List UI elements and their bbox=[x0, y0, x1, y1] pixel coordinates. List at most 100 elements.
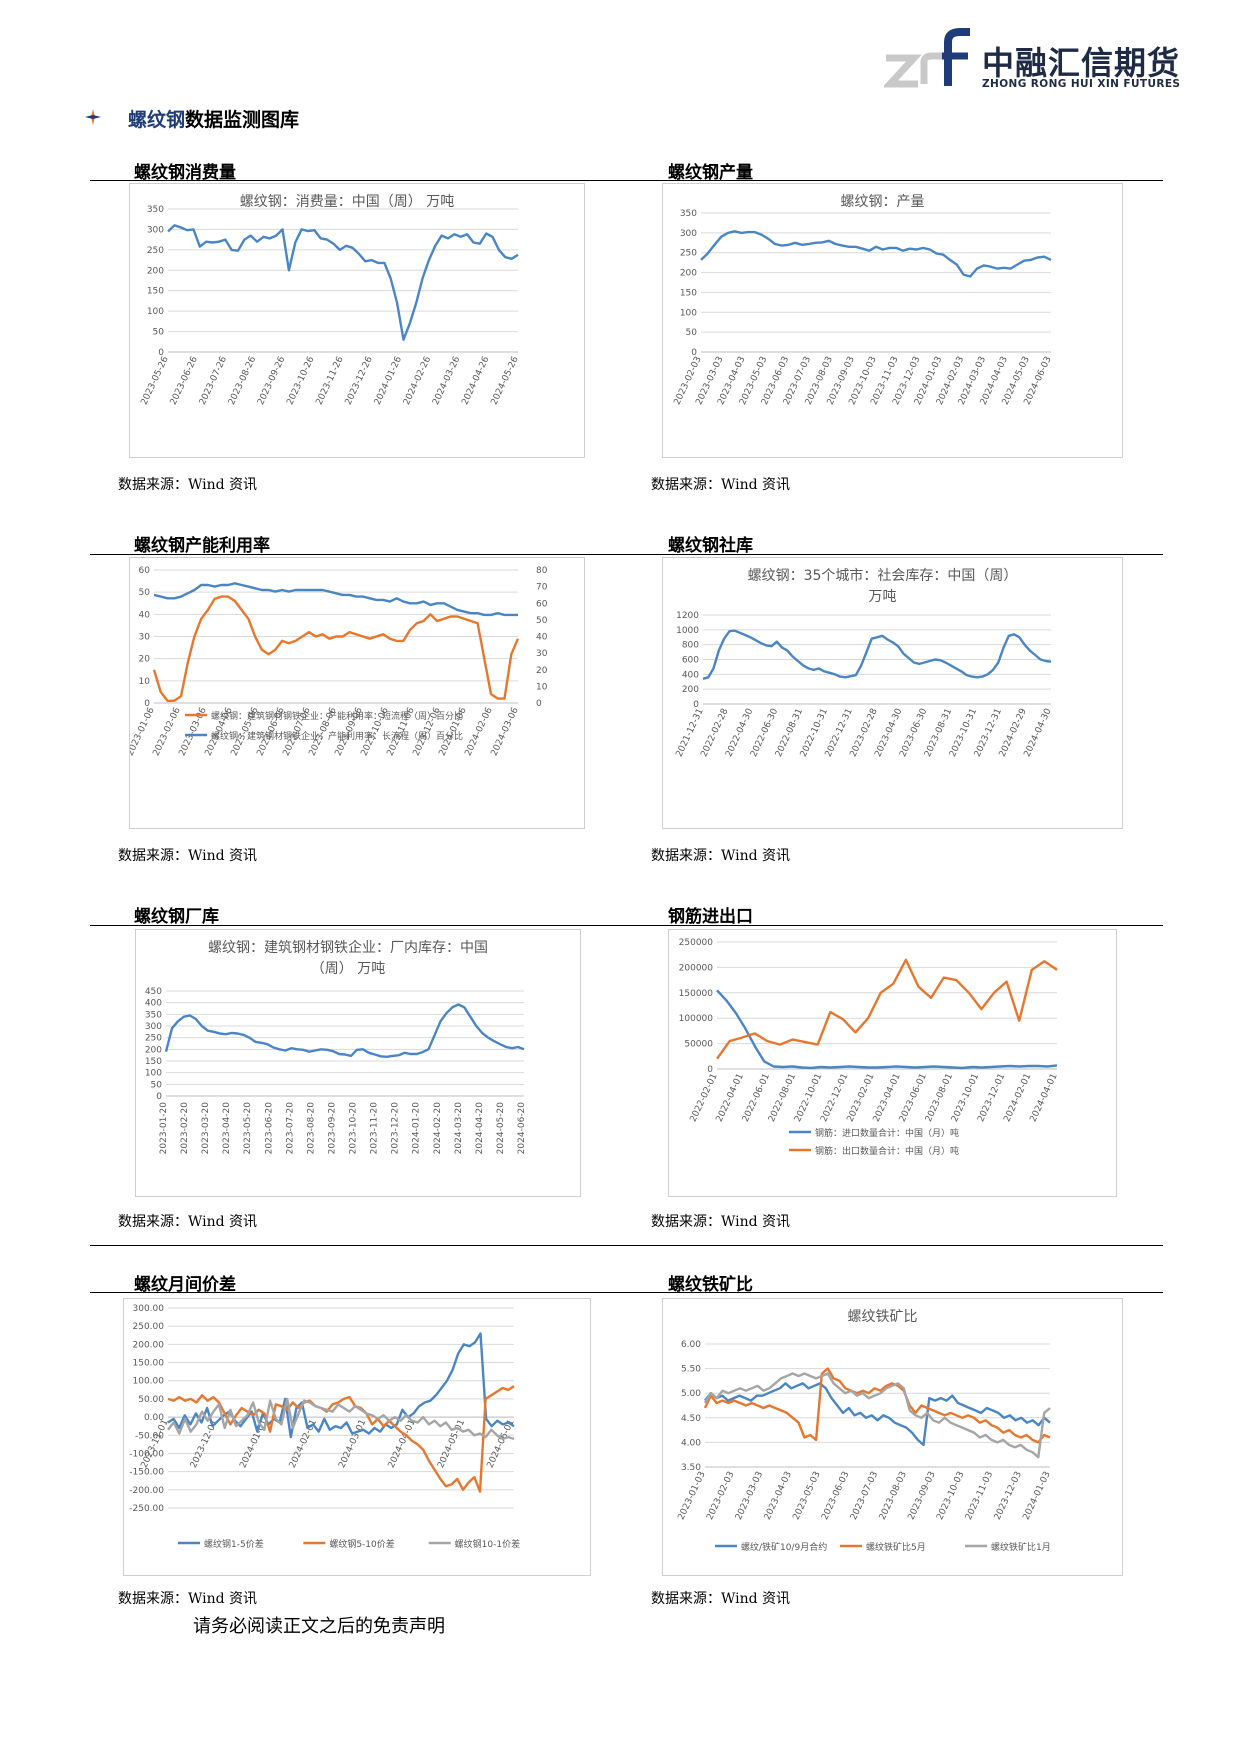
chart-production: 螺纹钢：产量 0 50 100 150 200 250 300 350 2023-02-03 202… bbox=[662, 183, 1123, 458]
x-tick-label: 2024-05-20 bbox=[496, 1102, 506, 1155]
data-source: 数据来源：Wind 资讯 bbox=[118, 1214, 258, 1230]
y-tick-label: 150 bbox=[147, 287, 164, 297]
y-tick-label: 300.00 bbox=[133, 1304, 165, 1314]
section-title-consumption: 螺纹钢消费量 bbox=[134, 163, 236, 183]
chart-social-inventory: 螺纹钢：35个城市：社会库存：中国（周） 万吨 0 200 400 600 800 1000 1… bbox=[662, 557, 1123, 829]
company-name-en: ZHONG RONG HUI XIN FUTURES bbox=[982, 78, 1181, 90]
x-tick-label: 2023-11-03 bbox=[964, 1470, 995, 1522]
y2-tick-label: 50 bbox=[536, 616, 548, 626]
series-line bbox=[702, 629, 1052, 680]
x-tick-label: 2023-01-20 bbox=[159, 1102, 169, 1155]
y-tick-label: 30 bbox=[139, 633, 151, 643]
y-tick-label: 5.50 bbox=[681, 1365, 701, 1375]
y-tick-label: 5.00 bbox=[681, 1389, 701, 1399]
y-tick-label: 200.00 bbox=[133, 1340, 165, 1350]
x-tick-label: 2023-12-26 bbox=[344, 355, 375, 407]
y-tick-label: 300 bbox=[147, 225, 164, 235]
chart-ore-ratio: 螺纹铁矿比 3.50 4.00 4.50 5.00 5.50 6.00 2023-01-03 2… bbox=[662, 1298, 1123, 1576]
y-tick-label: 6.00 bbox=[681, 1340, 701, 1350]
x-tick-label: 2023-07-03 bbox=[849, 1470, 880, 1522]
y-tick-label: 50 bbox=[151, 1080, 163, 1090]
y-tick-label: 60 bbox=[139, 566, 151, 576]
y2-tick-label: 10 bbox=[536, 682, 548, 692]
y-tick-label: 3.50 bbox=[681, 1463, 701, 1473]
x-tick-label: 2022-10-01 bbox=[793, 1072, 824, 1124]
y-tick-label: 0 bbox=[144, 699, 150, 709]
y-tick-label: 0 bbox=[707, 1065, 713, 1075]
legend-label: 螺纹钢：建筑钢材钢铁企业：产能利用率：长流程（周）百分比 bbox=[211, 730, 463, 742]
x-tick-label: 2023-06-26 bbox=[169, 355, 200, 407]
y-tick-label: 1000 bbox=[676, 626, 699, 636]
section-title-social-inventory: 螺纹钢社库 bbox=[668, 536, 753, 556]
y-tick-label: 50 bbox=[153, 328, 165, 338]
chart-title: 螺纹钢：消费量：中国（周） 万吨 bbox=[240, 194, 454, 210]
y-tick-label: 20 bbox=[139, 655, 151, 665]
chart-title: 螺纹钢：产量 bbox=[841, 194, 925, 210]
series-line bbox=[703, 1367, 1051, 1444]
y-tick-label: 50000 bbox=[684, 1040, 713, 1050]
chart-utilization: 0 10 20 30 40 50 60 0 10 20 30 40 50 60 70 80 2023-01-06… bbox=[129, 557, 585, 829]
y-tick-label: 150 bbox=[680, 288, 697, 298]
y-tick-label: 250 bbox=[147, 246, 164, 256]
y-tick-label: 200 bbox=[147, 266, 164, 276]
section-title-import-export: 钢筋进出口 bbox=[668, 907, 753, 927]
series-line bbox=[153, 582, 518, 617]
y-tick-label: 1200 bbox=[676, 611, 699, 621]
series-line bbox=[716, 989, 1058, 1070]
y-tick-label: 40 bbox=[139, 610, 151, 620]
disclaimer-footer: 请务必阅读正文之后的免责声明 bbox=[193, 1616, 445, 1637]
x-tick-label: 2023-07-20 bbox=[285, 1102, 295, 1155]
x-tick-label: 2022-04-01 bbox=[715, 1072, 746, 1124]
y2-tick-label: 70 bbox=[536, 583, 548, 593]
y-tick-label: 50 bbox=[139, 588, 151, 598]
y-tick-label: 100 bbox=[147, 307, 164, 317]
page-title-highlight: 螺纹钢 bbox=[128, 109, 186, 131]
data-source: 数据来源：Wind 资讯 bbox=[651, 477, 791, 493]
x-tick-label: 2024-04-20 bbox=[475, 1102, 485, 1155]
divider bbox=[90, 1245, 1163, 1246]
y-tick-label: 50 bbox=[686, 328, 698, 338]
data-source: 数据来源：Wind 资讯 bbox=[118, 1591, 258, 1607]
legend-label: 螺纹钢5-10价差 bbox=[329, 1538, 394, 1550]
x-tick-label: 2023-11-26 bbox=[315, 355, 346, 407]
series-line bbox=[716, 958, 1058, 1060]
y-tick-label: 350 bbox=[147, 205, 164, 215]
y-tick-label: 350 bbox=[145, 1010, 162, 1020]
x-tick-label: 2024-04-01 bbox=[1029, 1072, 1060, 1124]
legend-label: 钢筋：出口数量合计：中国（月）吨 bbox=[815, 1145, 959, 1157]
x-tick-label: 2023-10-26 bbox=[285, 355, 316, 407]
y-tick-label: 100000 bbox=[679, 1014, 714, 1024]
x-tick-label: 2023-09-26 bbox=[256, 355, 287, 407]
x-tick-label: 2023-04-03 bbox=[763, 1470, 794, 1522]
legend-label: 螺纹钢10-1价差 bbox=[455, 1538, 520, 1550]
y-tick-label: 0 bbox=[158, 348, 164, 358]
y2-tick-label: 0 bbox=[536, 699, 542, 709]
divider bbox=[90, 925, 1163, 926]
y2-tick-label: 20 bbox=[536, 666, 548, 676]
data-source: 数据来源：Wind 资讯 bbox=[651, 1214, 791, 1230]
x-tick-label: 2023-08-20 bbox=[306, 1102, 316, 1155]
x-tick-label: 2024-04-01 bbox=[387, 1418, 418, 1470]
x-tick-label: 2023-10-03 bbox=[935, 1470, 966, 1522]
x-tick-label: 2023-11-01 bbox=[140, 1418, 171, 1470]
chart-ore-ratio-svg: 螺纹铁矿比3.504.004.505.005.506.002023-01-032… bbox=[677, 1309, 1053, 1553]
y-tick-label: 0 bbox=[156, 1092, 162, 1102]
chart-utilization-svg: 0102030405060010203040506070802023-01-06… bbox=[130, 566, 548, 758]
y-tick-label: 350 bbox=[680, 209, 697, 219]
company-logo-mark bbox=[884, 28, 970, 88]
x-tick-label: 2024-05-26 bbox=[490, 355, 521, 407]
section-title-mill-inventory: 螺纹钢厂库 bbox=[134, 907, 219, 927]
chart-title: 螺纹钢：建筑钢材钢铁企业：厂内库存：中国 bbox=[208, 939, 488, 956]
data-source: 数据来源：Wind 资讯 bbox=[651, 1591, 791, 1607]
y-tick-label: 200 bbox=[145, 1045, 162, 1055]
company-name-cn: 中融汇信期货 bbox=[982, 44, 1181, 82]
y2-tick-label: 40 bbox=[536, 633, 548, 643]
legend-label: 螺纹/铁矿10/9月合约 bbox=[741, 1541, 827, 1553]
series-line bbox=[167, 1397, 515, 1441]
y-tick-label: 250.00 bbox=[133, 1322, 165, 1332]
chart-import-export: 0 50000 100000 150000 200000 250000 2022-02-01… bbox=[668, 929, 1117, 1197]
data-source: 数据来源：Wind 资讯 bbox=[651, 848, 791, 864]
x-tick-label: 2023-06-01 bbox=[898, 1072, 929, 1124]
data-source: 数据来源：Wind 资讯 bbox=[118, 477, 258, 493]
